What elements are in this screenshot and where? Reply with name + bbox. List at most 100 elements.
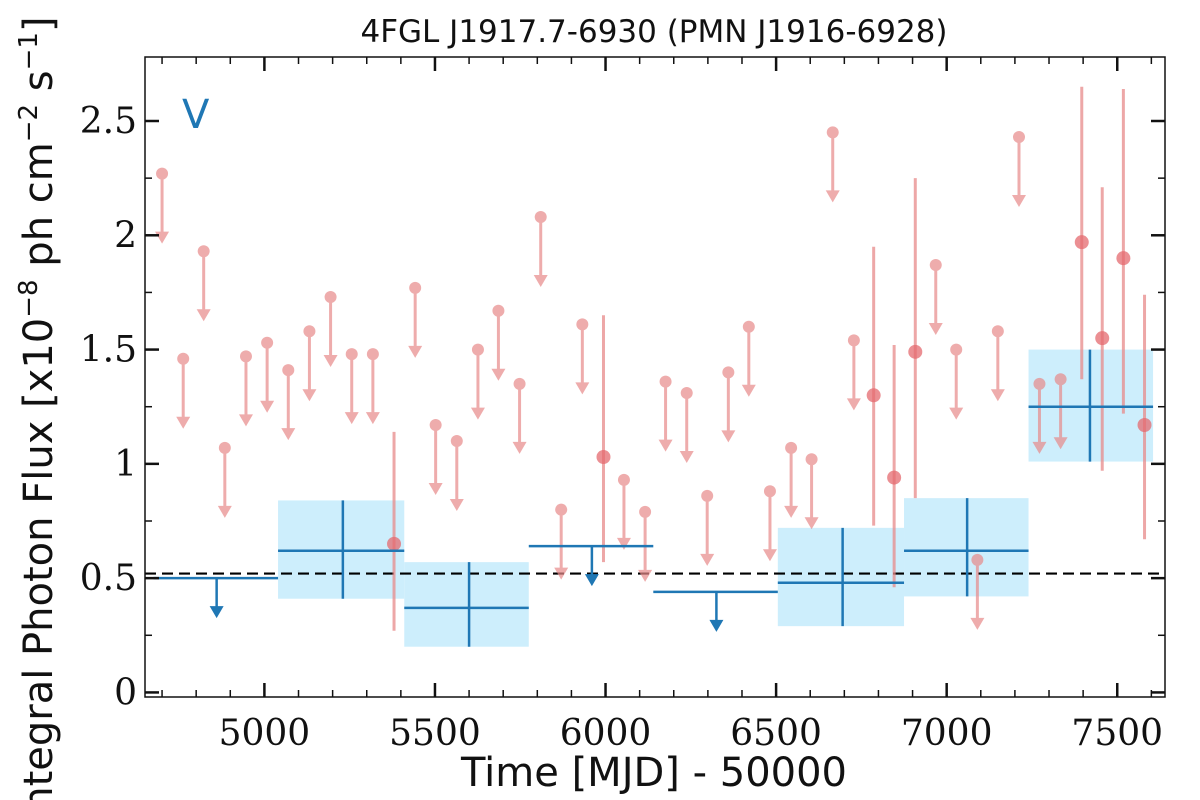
upper-limit-point (785, 441, 798, 454)
upper-limit-point (534, 211, 547, 223)
short-bin-upper-limit (554, 503, 569, 580)
upper-limit-point (429, 419, 442, 431)
upper-limit-arrowhead (928, 323, 943, 335)
long-bin-layer (153, 349, 1154, 647)
long-bin-detection (1028, 349, 1154, 462)
variability-flag: V (182, 92, 210, 138)
upper-limit-point (345, 348, 358, 361)
x-tick-label: 5500 (389, 713, 481, 754)
long-bin-detection (904, 498, 1029, 597)
short-bin-upper-limit (344, 348, 359, 425)
upper-limit-point (324, 291, 337, 303)
long-bin-upper-limit (653, 590, 778, 632)
upper-limit-arrowhead (721, 430, 736, 443)
short-bin-upper-limit (281, 364, 296, 441)
short-bin-detection (1137, 294, 1152, 540)
y-label-exp1: −8 (14, 279, 44, 317)
upper-limit-arrowhead (428, 483, 443, 495)
short-bin-upper-limit (428, 419, 443, 495)
plot-frame (144, 56, 1166, 698)
detection-point (1137, 418, 1152, 432)
short-bin-upper-limit (1053, 373, 1068, 450)
detection-point (1116, 251, 1131, 266)
y-tick-label: 0.5 (80, 558, 137, 599)
short-bin-detection (887, 345, 902, 588)
short-bin-upper-limit (449, 435, 464, 511)
short-bin-upper-limit (1011, 131, 1026, 207)
y-tick-label: 1 (114, 444, 137, 485)
short-bin-upper-limit (470, 343, 485, 420)
short-bin-upper-limit (302, 325, 317, 402)
upper-limit-point (218, 441, 231, 454)
upper-limit-point (742, 320, 755, 333)
short-bin-upper-limit (970, 553, 985, 630)
upper-limit-arrowhead (260, 400, 275, 413)
upper-limit-point (239, 350, 252, 363)
upper-limit-point (826, 126, 839, 139)
upper-limit-point (617, 473, 630, 486)
y-tick-label: 2 (114, 215, 137, 256)
upper-limit-arrowhead (217, 505, 232, 518)
short-bin-upper-limit (658, 375, 673, 452)
long-bin-ul-arrowhead (584, 574, 599, 587)
detection-point (1074, 235, 1089, 250)
upper-limit-point (261, 336, 274, 349)
short-bin-upper-limit (741, 320, 756, 397)
long-bin-detection (278, 500, 405, 599)
upper-limit-arrowhead (846, 398, 861, 411)
upper-limit-point (450, 435, 463, 447)
short-bin-upper-limit (928, 259, 943, 335)
y-tick-label: 1.5 (80, 330, 137, 371)
short-bin-upper-limit (512, 377, 527, 454)
y-label-mid2: s (16, 70, 62, 104)
upper-limit-point (156, 167, 169, 180)
detection-point (1095, 331, 1110, 346)
short-bin-upper-limit (491, 304, 506, 381)
short-bin-upper-limit (533, 211, 548, 287)
upper-limit-point (576, 318, 589, 331)
short-bin-upper-limit (762, 485, 777, 562)
upper-limit-arrowhead (408, 345, 423, 358)
upper-limit-arrowhead (491, 368, 506, 381)
short-bin-upper-limit (238, 350, 253, 427)
long-bin-upper-limit (153, 576, 279, 619)
short-bin-detection (908, 178, 923, 499)
y-tick-label: 0 (114, 672, 137, 713)
upper-limit-arrowhead (323, 355, 338, 367)
y-axis-label: Integral Photon Flux [x10−8 ph cm−2 s−1] (14, 16, 62, 800)
upper-limit-arrowhead (176, 416, 191, 429)
x-tick-label: 7000 (901, 713, 993, 754)
detection-point (866, 388, 881, 403)
short-bin-upper-limit (365, 348, 380, 425)
upper-limit-point (701, 489, 714, 502)
upper-limit-arrowhead (990, 389, 1005, 402)
upper-limit-point (763, 485, 776, 498)
y-label-main: Integral Photon Flux [x10 (16, 318, 62, 800)
upper-limit-point (991, 325, 1004, 338)
upper-limit-point (282, 364, 295, 377)
x-tick-label: 5000 (219, 713, 311, 754)
long-bin-ul-arrowhead (209, 606, 224, 619)
upper-limit-arrowhead (196, 309, 211, 322)
upper-limit-arrowhead (700, 553, 715, 566)
plot-area (145, 86, 1165, 647)
upper-limit-point (805, 453, 818, 466)
short-bin-upper-limit (616, 473, 631, 550)
upper-limit-arrowhead (741, 384, 756, 397)
x-tick-label: 6000 (560, 713, 652, 754)
short-bin-upper-limit (679, 387, 694, 463)
upper-limit-arrowhead (825, 190, 840, 203)
upper-limit-arrowhead (762, 549, 777, 562)
short-bin-upper-limit (721, 366, 736, 443)
upper-limit-arrowhead (238, 414, 253, 427)
detection-point (887, 470, 902, 485)
short-bin-upper-limit (1032, 377, 1047, 454)
x-tick-label: 7500 (1071, 713, 1163, 754)
long-bin-ul-arrowhead (709, 619, 724, 632)
long-bin-band (404, 562, 529, 647)
upper-limit-arrowhead (1032, 441, 1047, 454)
short-bin-upper-limit (155, 167, 170, 244)
upper-limit-point (513, 377, 526, 390)
upper-limit-arrowhead (470, 407, 485, 420)
